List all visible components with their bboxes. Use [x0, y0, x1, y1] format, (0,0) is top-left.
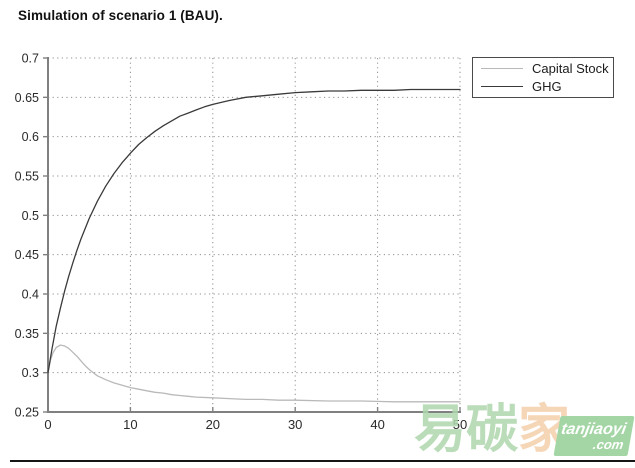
series-line-ghg [47, 88, 461, 374]
legend-label: Capital Stock [532, 60, 609, 76]
x-tick-label: 10 [123, 417, 137, 432]
y-tick-label: 0.4 [22, 288, 39, 302]
y-tick-label: 0.25 [15, 406, 39, 420]
y-tick-label: 0.65 [15, 91, 39, 105]
legend-line-swatch [481, 67, 523, 69]
x-tick-label: 20 [206, 417, 220, 432]
y-tick-label: 0.35 [15, 327, 39, 341]
legend-item-capital-stock: Capital Stock [481, 60, 609, 77]
y-tick-label: 0.3 [22, 366, 39, 380]
y-tick-label: 0.6 [22, 130, 39, 144]
series-line-capital-stock [47, 344, 461, 403]
x-tick-label: 50 [453, 417, 467, 432]
chart-title: Simulation of scenario 1 (BAU). [18, 8, 223, 23]
x-tick-label: 30 [288, 417, 302, 432]
legend-item-ghg: GHG [481, 79, 607, 96]
x-tick-label: 40 [370, 417, 384, 432]
y-tick-label: 0.45 [15, 248, 39, 262]
y-tick-label: 0.7 [22, 52, 39, 66]
bottom-divider [10, 460, 635, 463]
y-tick-label: 0.5 [22, 209, 39, 223]
legend-line-swatch [481, 86, 523, 88]
chart-legend: Capital Stock GHG [472, 57, 614, 98]
y-tick-label: 0.55 [15, 170, 39, 184]
x-tick-label: 0 [44, 417, 51, 432]
legend-label: GHG [532, 79, 562, 95]
